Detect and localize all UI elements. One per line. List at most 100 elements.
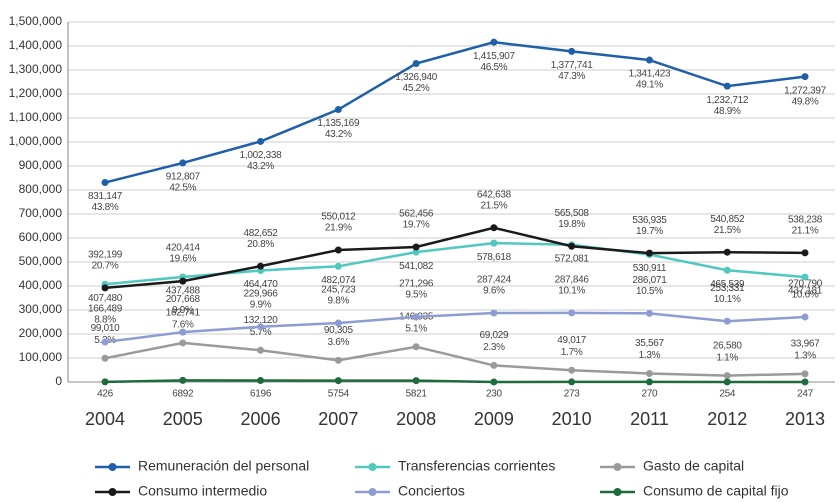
point	[412, 243, 420, 251]
data-label: 437,488	[166, 286, 201, 297]
point	[179, 159, 187, 167]
series-line	[104, 379, 806, 384]
percent-label: 7.6%	[172, 320, 194, 331]
series-line	[104, 311, 806, 344]
data-label: 245,723	[321, 285, 356, 296]
data-label: 287,846	[555, 275, 590, 286]
point	[801, 249, 809, 257]
legend-label: Transferencias corrientes	[398, 458, 555, 474]
point	[723, 82, 731, 90]
point	[179, 277, 187, 285]
data-label: 420,414	[166, 243, 201, 254]
point	[645, 369, 653, 377]
data-label: 426	[97, 389, 114, 400]
data-label: 912,807	[166, 172, 201, 183]
percent-label: 1.3%	[794, 350, 816, 361]
y-tick-label: 100,000	[19, 350, 63, 364]
data-label: 207,668	[166, 294, 201, 305]
data-label: 270	[642, 389, 659, 400]
point	[645, 378, 653, 386]
point	[490, 38, 498, 46]
data-label: 562,456	[399, 209, 434, 220]
percent-label: 1.1%	[716, 352, 738, 363]
series-line	[104, 341, 806, 377]
point	[334, 356, 342, 364]
percent-label: 20.8%	[247, 239, 274, 250]
data-label: 538,238	[788, 214, 823, 225]
data-label: 270,790	[788, 279, 823, 290]
legend-marker	[368, 463, 377, 471]
percent-label: 8.8%	[94, 315, 116, 326]
data-label: 49,017	[557, 335, 587, 346]
data-label: 437,181	[788, 286, 823, 297]
data-label: 162,741	[166, 308, 201, 319]
data-label: 247	[797, 389, 814, 400]
percent-label: 49.1%	[636, 80, 663, 91]
point	[645, 309, 653, 317]
point	[801, 273, 809, 281]
point	[568, 309, 576, 317]
percent-label: 5.7%	[250, 327, 272, 338]
y-tick-label: 700,000	[19, 206, 63, 220]
percent-label: 48.9%	[714, 106, 741, 117]
data-label: 1,326,940	[395, 72, 438, 83]
point	[568, 366, 576, 374]
data-label: 1,377,741	[551, 60, 594, 71]
legend-marker	[108, 488, 117, 496]
x-tick-label: 2011	[630, 409, 669, 429]
data-label: 33,967	[791, 338, 821, 349]
percent-label: 19.7%	[636, 226, 663, 237]
percent-label: 20.7%	[92, 261, 119, 272]
point	[334, 106, 342, 114]
percent-label: 5.1%	[405, 323, 427, 334]
percent-label: 9.6%	[483, 286, 505, 297]
percent-label: 43.2%	[247, 161, 274, 172]
percent-label: 46.5%	[480, 62, 507, 73]
point	[179, 376, 187, 384]
y-tick-label: 900,000	[19, 158, 63, 172]
legend-marker	[368, 488, 377, 496]
legend-label: Remuneración del personal	[138, 458, 309, 474]
data-label: 482,074	[321, 275, 356, 286]
percent-label: 19.7%	[403, 220, 430, 231]
data-label: 540,852	[710, 214, 745, 225]
y-tick-label: 600,000	[19, 230, 63, 244]
point	[101, 179, 109, 187]
data-label: 578,618	[477, 252, 512, 263]
point	[412, 60, 420, 68]
percent-label: 21.5%	[714, 225, 741, 236]
percent-label: 21.5%	[480, 200, 507, 211]
data-label: 69,029	[479, 330, 509, 341]
data-label: 132,120	[244, 315, 279, 326]
data-label: 536,935	[632, 215, 667, 226]
point	[257, 377, 265, 385]
data-label: 230	[486, 389, 503, 400]
percent-label: 42.5%	[169, 183, 196, 194]
y-tick-label: 300,000	[19, 302, 63, 316]
x-tick-label: 2013	[785, 409, 825, 429]
data-label: 166,489	[88, 304, 123, 315]
point	[334, 246, 342, 254]
data-label: 271,296	[399, 279, 434, 290]
point	[490, 224, 498, 232]
percent-label: 21.9%	[325, 223, 352, 234]
x-tick-label: 2006	[241, 409, 281, 429]
data-label: 5754	[328, 389, 350, 400]
series-line	[104, 40, 806, 184]
percent-label: 19.6%	[169, 254, 196, 265]
data-label: 550,012	[321, 212, 356, 223]
y-tick-label: 500,000	[19, 254, 63, 268]
percent-label: 1.7%	[561, 347, 583, 358]
percent-label: 43.2%	[325, 129, 352, 140]
percent-label: 21.1%	[792, 225, 819, 236]
series-line	[104, 241, 806, 286]
point	[257, 137, 265, 145]
point	[801, 73, 809, 81]
series-line	[104, 226, 806, 290]
point	[490, 378, 498, 386]
legend-label: Consumo de capital fijo	[643, 483, 789, 499]
percent-label: 10.6%	[792, 290, 819, 301]
x-tick-label: 2007	[318, 409, 358, 429]
y-tick-label: 1,100,000	[9, 110, 63, 124]
